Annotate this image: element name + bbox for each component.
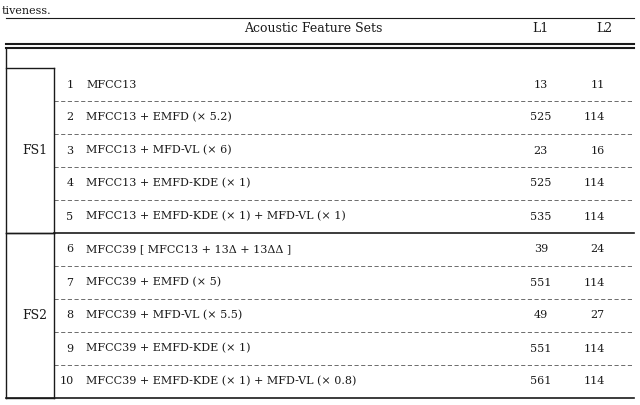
Text: 7: 7: [67, 277, 74, 288]
Text: 2: 2: [67, 113, 74, 122]
Text: 5: 5: [67, 211, 74, 222]
Text: tiveness.: tiveness.: [2, 6, 52, 16]
Text: 114: 114: [584, 211, 605, 222]
Text: 8: 8: [67, 311, 74, 320]
Text: 10: 10: [60, 377, 74, 386]
Text: 1: 1: [67, 79, 74, 90]
Text: 4: 4: [67, 179, 74, 188]
Text: MFCC39 + MFD-VL (× 5.5): MFCC39 + MFD-VL (× 5.5): [86, 310, 243, 321]
Text: MFCC39 [ MFCC13 + 13Δ + 13ΔΔ ]: MFCC39 [ MFCC13 + 13Δ + 13ΔΔ ]: [86, 245, 292, 254]
Text: MFCC13 + EMFD-KDE (× 1) + MFD-VL (× 1): MFCC13 + EMFD-KDE (× 1) + MFD-VL (× 1): [86, 211, 346, 222]
Text: 23: 23: [534, 145, 548, 156]
Text: 39: 39: [534, 245, 548, 254]
Text: 6: 6: [67, 245, 74, 254]
Text: 114: 114: [584, 277, 605, 288]
Text: MFCC13 + EMFD-KDE (× 1): MFCC13 + EMFD-KDE (× 1): [86, 178, 251, 189]
Text: 11: 11: [591, 79, 605, 90]
Text: 16: 16: [591, 145, 605, 156]
Text: 114: 114: [584, 377, 605, 386]
Text: MFCC39 + EMFD-KDE (× 1): MFCC39 + EMFD-KDE (× 1): [86, 343, 251, 354]
Text: 114: 114: [584, 343, 605, 354]
Text: MFCC39 + EMFD-KDE (× 1) + MFD-VL (× 0.8): MFCC39 + EMFD-KDE (× 1) + MFD-VL (× 0.8): [86, 376, 356, 387]
Text: 24: 24: [591, 245, 605, 254]
Text: MFCC13 + EMFD (× 5.2): MFCC13 + EMFD (× 5.2): [86, 112, 232, 123]
Text: 114: 114: [584, 113, 605, 122]
Text: FS1: FS1: [22, 144, 48, 157]
Text: 114: 114: [584, 179, 605, 188]
Text: 525: 525: [530, 179, 552, 188]
Text: 561: 561: [530, 377, 552, 386]
Text: 551: 551: [530, 343, 552, 354]
Text: 9: 9: [67, 343, 74, 354]
Text: L1: L1: [532, 21, 549, 34]
Text: MFCC39 + EMFD (× 5): MFCC39 + EMFD (× 5): [86, 277, 221, 288]
Text: 551: 551: [530, 277, 552, 288]
Text: Acoustic Feature Sets: Acoustic Feature Sets: [244, 21, 383, 34]
Text: L2: L2: [596, 21, 613, 34]
Text: MFCC13: MFCC13: [86, 79, 137, 90]
Text: FS2: FS2: [22, 309, 48, 322]
Text: 27: 27: [591, 311, 605, 320]
Text: 13: 13: [534, 79, 548, 90]
Text: MFCC13 + MFD-VL (× 6): MFCC13 + MFD-VL (× 6): [86, 145, 232, 156]
Text: 525: 525: [530, 113, 552, 122]
Text: 535: 535: [530, 211, 552, 222]
Text: 49: 49: [534, 311, 548, 320]
Text: 3: 3: [67, 145, 74, 156]
